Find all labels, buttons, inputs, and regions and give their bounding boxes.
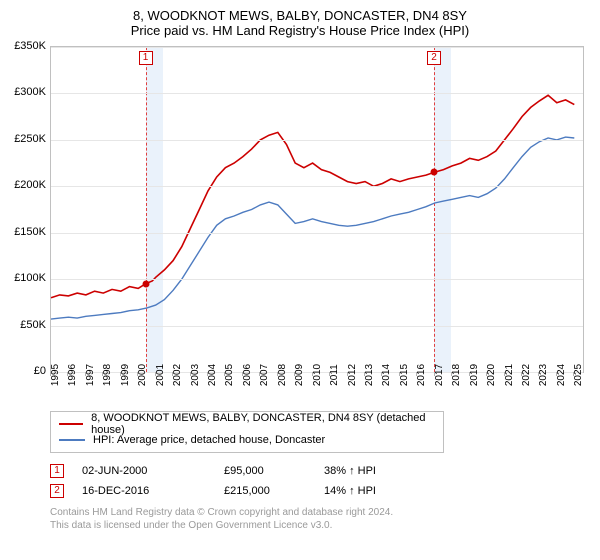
y-gridline	[51, 279, 583, 280]
x-axis: 1995199619971998199920002001200220032004…	[50, 373, 584, 401]
sale-date: 02-JUN-2000	[82, 465, 224, 477]
x-tick-label: 2015	[399, 364, 410, 386]
x-tick-label: 1995	[50, 364, 61, 386]
sales-block: 1 02-JUN-2000 £95,000 38% ↑ HPI 2 16-DEC…	[50, 461, 584, 501]
series-price-paid	[51, 95, 574, 297]
x-tick-label: 2020	[486, 364, 497, 386]
sale-price: £215,000	[224, 485, 324, 497]
chart-lines	[51, 47, 583, 372]
x-tick-label: 2017	[434, 364, 445, 386]
y-gridline	[51, 93, 583, 94]
x-tick-label: 2016	[416, 364, 427, 386]
y-tick-label: £100K	[14, 272, 46, 284]
x-tick-label: 2022	[521, 364, 532, 386]
x-tick-label: 2024	[556, 364, 567, 386]
sale-row-1: 1 02-JUN-2000 £95,000 38% ↑ HPI	[50, 461, 584, 481]
x-tick-label: 2013	[364, 364, 375, 386]
y-gridline	[51, 186, 583, 187]
x-tick-label: 2018	[451, 364, 462, 386]
y-tick-label: £0	[34, 365, 46, 377]
y-tick-label: £150K	[14, 226, 46, 238]
y-tick-label: £250K	[14, 133, 46, 145]
sale-dot	[431, 169, 438, 176]
x-tick-label: 2021	[504, 364, 515, 386]
x-tick-label: 2025	[573, 364, 584, 386]
x-tick-label: 2002	[172, 364, 183, 386]
y-gridline	[51, 326, 583, 327]
x-tick-label: 1998	[102, 364, 113, 386]
y-gridline	[51, 233, 583, 234]
sale-date: 16-DEC-2016	[82, 485, 224, 497]
x-tick-label: 1999	[120, 364, 131, 386]
legend-item-price-paid: 8, WOODKNOT MEWS, BALBY, DONCASTER, DN4 …	[59, 416, 435, 432]
y-gridline	[51, 47, 583, 48]
legend-label: 8, WOODKNOT MEWS, BALBY, DONCASTER, DN4 …	[91, 412, 435, 436]
sale-marker-box: 2	[427, 51, 441, 65]
sale-row-2: 2 16-DEC-2016 £215,000 14% ↑ HPI	[50, 481, 584, 501]
x-tick-label: 2023	[538, 364, 549, 386]
x-tick-label: 2011	[329, 364, 340, 386]
legend: 8, WOODKNOT MEWS, BALBY, DONCASTER, DN4 …	[50, 411, 444, 453]
x-tick-label: 2008	[277, 364, 288, 386]
x-tick-label: 1996	[67, 364, 78, 386]
x-tick-label: 2001	[155, 364, 166, 386]
y-tick-label: £200K	[14, 179, 46, 191]
sale-dot	[142, 280, 149, 287]
y-tick-label: £50K	[20, 319, 46, 331]
legend-swatch-blue	[59, 439, 85, 441]
sale-pct: 14% ↑ HPI	[324, 485, 454, 497]
y-tick-label: £300K	[14, 86, 46, 98]
x-tick-label: 2000	[137, 364, 148, 386]
x-tick-label: 2004	[207, 364, 218, 386]
x-tick-label: 2019	[469, 364, 480, 386]
x-tick-label: 2003	[190, 364, 201, 386]
x-tick-label: 2009	[294, 364, 305, 386]
legend-label: HPI: Average price, detached house, Donc…	[93, 434, 325, 446]
series-hpi	[51, 137, 574, 319]
legend-swatch-red	[59, 423, 83, 425]
plot-region: 12	[50, 46, 584, 373]
x-tick-label: 2007	[259, 364, 270, 386]
x-tick-label: 2005	[224, 364, 235, 386]
x-tick-label: 2006	[242, 364, 253, 386]
sale-marker-2: 2	[50, 484, 64, 498]
y-axis: £0£50K£100K£150K£200K£250K£300K£350K	[8, 46, 50, 373]
footer-line2: This data is licensed under the Open Gov…	[50, 520, 584, 533]
footer: Contains HM Land Registry data © Crown c…	[50, 507, 584, 532]
chart-container: 8, WOODKNOT MEWS, BALBY, DONCASTER, DN4 …	[0, 0, 600, 560]
x-tick-label: 2010	[312, 364, 323, 386]
x-tick-label: 1997	[85, 364, 96, 386]
title-address: 8, WOODKNOT MEWS, BALBY, DONCASTER, DN4 …	[8, 8, 592, 23]
title-block: 8, WOODKNOT MEWS, BALBY, DONCASTER, DN4 …	[8, 8, 592, 38]
x-tick-label: 2012	[347, 364, 358, 386]
sale-price: £95,000	[224, 465, 324, 477]
y-tick-label: £350K	[14, 40, 46, 52]
sale-pct: 38% ↑ HPI	[324, 465, 454, 477]
title-subtitle: Price paid vs. HM Land Registry's House …	[8, 23, 592, 38]
x-tick-label: 2014	[381, 364, 392, 386]
chart-area: £0£50K£100K£150K£200K£250K£300K£350K 12 …	[8, 46, 592, 401]
footer-line1: Contains HM Land Registry data © Crown c…	[50, 507, 584, 520]
y-gridline	[51, 140, 583, 141]
sale-marker-box: 1	[139, 51, 153, 65]
sale-marker-1: 1	[50, 464, 64, 478]
